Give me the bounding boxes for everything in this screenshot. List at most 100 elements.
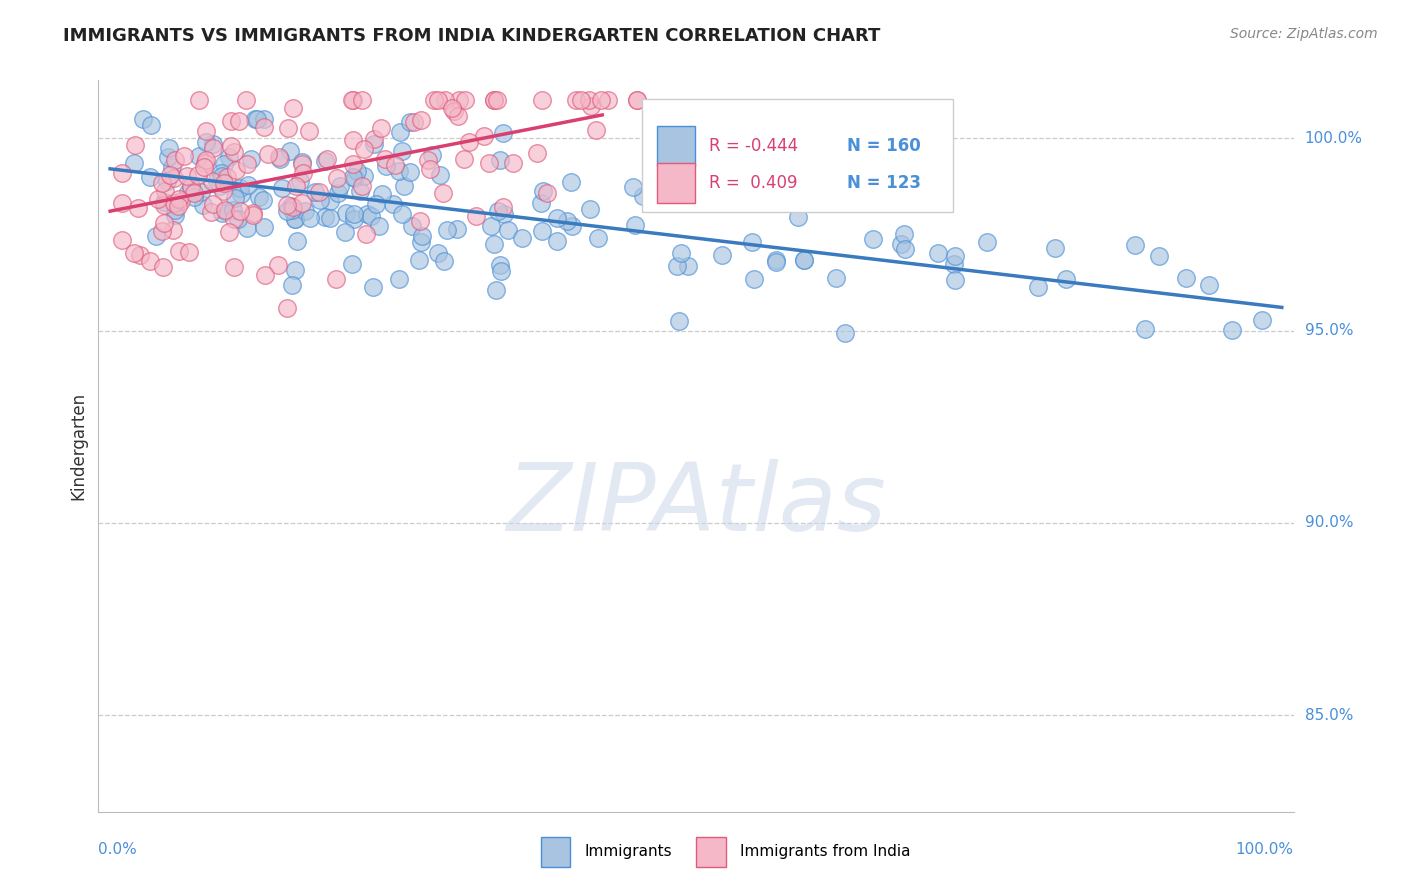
Point: [152, 216, 174, 230]
Point: [212, 176, 235, 190]
Point: [218, 226, 240, 240]
Point: [388, 272, 411, 286]
Point: [194, 153, 217, 167]
Point: [173, 149, 195, 163]
Point: [489, 258, 512, 272]
Point: [292, 166, 315, 180]
Point: [194, 135, 217, 149]
Point: [834, 326, 856, 340]
Text: 95.0%: 95.0%: [1305, 323, 1353, 338]
Point: [422, 93, 444, 107]
Point: [180, 179, 202, 194]
Point: [167, 199, 190, 213]
Point: [342, 157, 364, 171]
Point: [326, 186, 349, 200]
Point: [253, 268, 276, 282]
Point: [319, 211, 342, 225]
Point: [765, 255, 787, 269]
Point: [201, 174, 224, 188]
Point: [375, 160, 398, 174]
Point: [346, 164, 368, 178]
Point: [482, 93, 505, 107]
Point: [291, 196, 314, 211]
Point: [371, 186, 394, 201]
Point: [502, 155, 524, 169]
Point: [342, 93, 364, 107]
Point: [283, 101, 305, 115]
Point: [183, 186, 205, 200]
Point: [180, 179, 202, 194]
Point: [631, 189, 654, 203]
Point: [239, 152, 262, 166]
Point: [1043, 241, 1066, 255]
Point: [401, 219, 423, 234]
Text: N = 160: N = 160: [846, 137, 921, 155]
Point: [222, 202, 245, 217]
Point: [242, 206, 264, 220]
Point: [208, 179, 231, 194]
Point: [492, 126, 515, 140]
Point: [325, 271, 347, 285]
Point: [285, 179, 308, 194]
Point: [349, 184, 371, 198]
Y-axis label: Kindergarten: Kindergarten: [69, 392, 87, 500]
Point: [489, 153, 512, 168]
Point: [280, 199, 302, 213]
Point: [943, 257, 966, 271]
Point: [127, 201, 149, 215]
Point: [1175, 271, 1198, 285]
Point: [340, 93, 363, 107]
Point: [314, 153, 336, 168]
Point: [363, 132, 385, 146]
Point: [893, 227, 915, 242]
Point: [531, 223, 554, 237]
Point: [446, 222, 468, 236]
Text: Immigrants from India: Immigrants from India: [740, 845, 911, 860]
Point: [253, 112, 276, 126]
Point: [382, 197, 405, 211]
Point: [167, 244, 190, 259]
Point: [624, 218, 647, 232]
Point: [368, 219, 391, 233]
Point: [441, 101, 464, 115]
Point: [252, 193, 274, 207]
Point: [765, 252, 787, 267]
Point: [354, 227, 377, 241]
Point: [464, 209, 486, 223]
Point: [1026, 280, 1049, 294]
Point: [1123, 238, 1146, 252]
Point: [212, 157, 235, 171]
Point: [433, 254, 456, 268]
Point: [478, 156, 501, 170]
Point: [194, 156, 217, 170]
Point: [211, 169, 233, 183]
Point: [1220, 323, 1243, 337]
Point: [408, 213, 430, 227]
Point: [531, 93, 554, 107]
Point: [793, 252, 815, 267]
Point: [231, 187, 253, 202]
Point: [152, 260, 174, 274]
Point: [363, 136, 385, 151]
Point: [391, 144, 413, 158]
Point: [353, 142, 375, 156]
Point: [299, 211, 322, 225]
Point: [1054, 272, 1077, 286]
Point: [669, 246, 692, 260]
Point: [269, 150, 291, 164]
Point: [224, 260, 246, 274]
Point: [492, 200, 515, 214]
Point: [342, 133, 364, 147]
Point: [370, 120, 392, 135]
Point: [235, 157, 257, 171]
Point: [388, 164, 411, 178]
Point: [422, 147, 444, 161]
Point: [710, 248, 733, 262]
Point: [1133, 322, 1156, 336]
Point: [329, 179, 352, 194]
Point: [193, 198, 215, 212]
Point: [489, 264, 512, 278]
Point: [111, 233, 134, 247]
Point: [419, 161, 441, 176]
Point: [253, 219, 276, 234]
